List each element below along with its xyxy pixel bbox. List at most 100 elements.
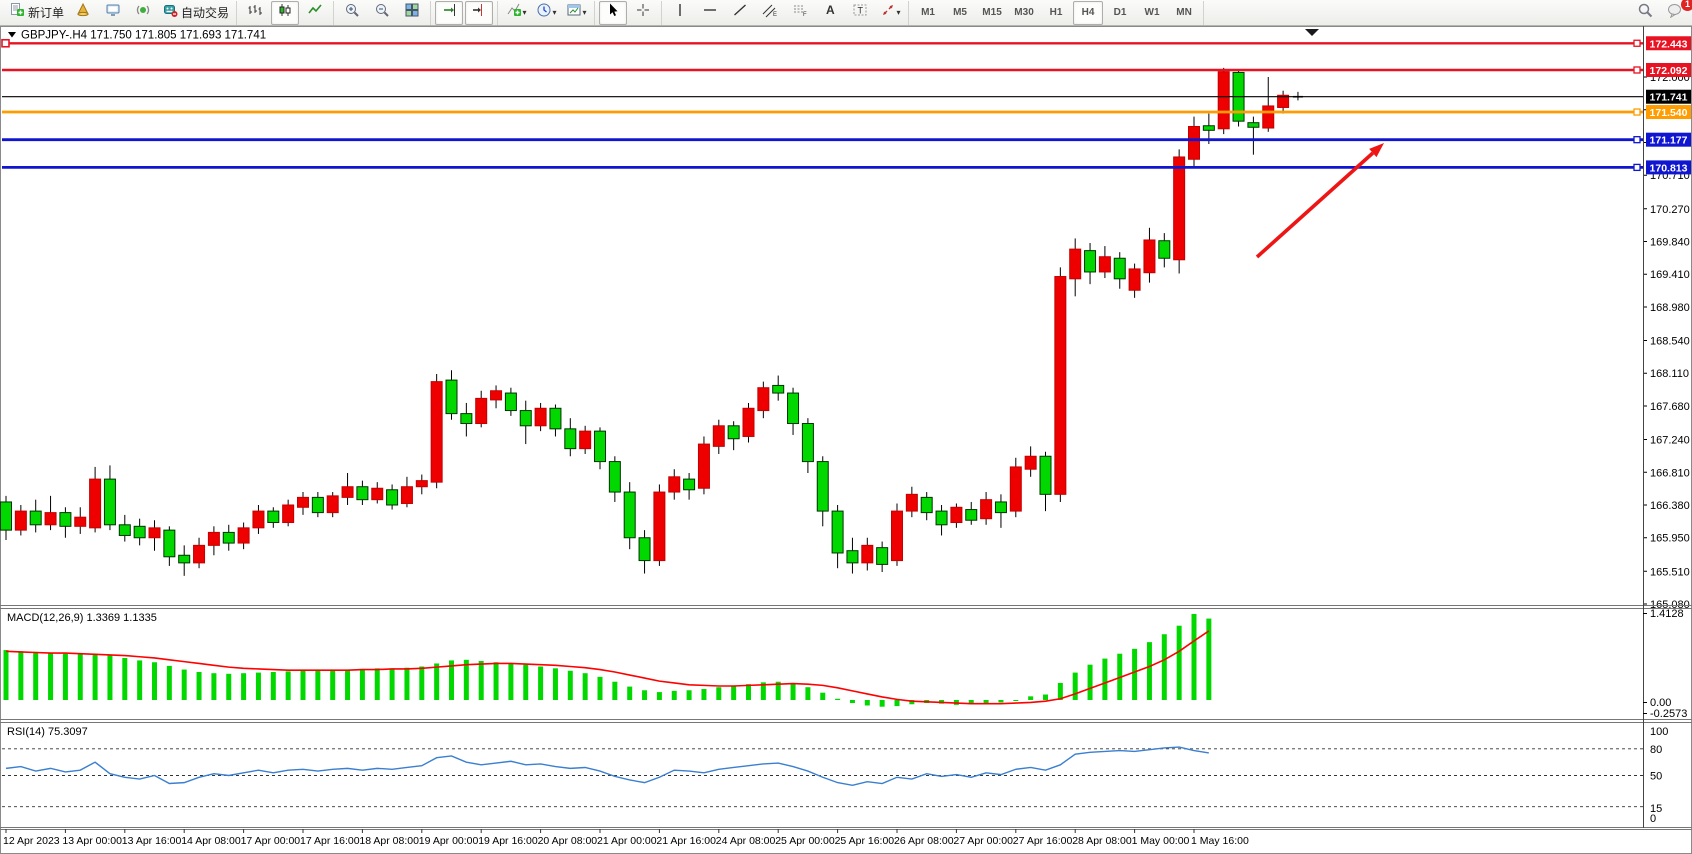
rsi-label: RSI(14) 75.3097 [7,726,88,738]
macd-histogram-bar [463,659,469,700]
monitor-icon [105,2,121,23]
symbol-dropdown-icon[interactable] [8,32,16,38]
line-handle[interactable] [1633,108,1641,116]
candle-body [133,525,146,539]
macd-histogram-bar [493,662,499,700]
tf-m1-button[interactable]: M1 [921,7,935,18]
candle-body [608,461,621,493]
crosshair-button[interactable] [629,1,657,25]
line-chart-button[interactable] [301,1,329,25]
indicators-icon [506,2,522,23]
price-tick-label: 168.980 [1650,302,1690,314]
time-tick-label: 25 Apr 16:00 [835,835,895,847]
notifications-button[interactable]: 1 [1661,0,1692,25]
zoom-in-button[interactable] [338,1,366,25]
price-flag-label: 172.092 [1650,65,1688,77]
tf-m30-button[interactable]: M30 [1014,7,1034,18]
tile-windows-button[interactable] [398,1,426,25]
zoom-out-button[interactable] [368,1,396,25]
price-flag-label: 171.540 [1650,107,1688,119]
price-flag [1646,132,1691,147]
time-tick-label: 13 Apr 00:00 [62,835,122,847]
candle-body [311,496,324,514]
chart-shift-button[interactable] [465,0,494,25]
tf-mn-button[interactable]: MN [1176,7,1192,18]
signals-button[interactable] [129,1,157,25]
trendline-icon [732,2,748,23]
candle-body [623,491,636,539]
macd-histogram-bar [166,665,172,700]
macd-histogram-bar [345,669,351,700]
tf-w1-button[interactable]: W1 [1144,7,1160,18]
macd-histogram-bar [48,653,54,700]
candle-body [222,531,235,544]
profiles-button[interactable] [99,1,127,25]
price-flag-label: 171.741 [1650,92,1688,104]
trendline-button[interactable] [726,1,754,25]
fibonacci-button[interactable]: F [786,1,814,25]
trend-arrow[interactable] [1255,151,1375,259]
price-tick-label: 166.810 [1650,467,1690,479]
rsi-axis-label: 15 [1650,803,1662,815]
line-handle[interactable] [1633,66,1641,74]
text-label-button[interactable]: T [846,1,874,25]
trend-arrow-head [1369,143,1384,158]
macd-histogram-bar [3,650,9,700]
tf-m5-button[interactable]: M5 [953,7,967,18]
tf-m15-button[interactable]: M15 [982,7,1002,18]
macd-histogram-bar [597,676,603,700]
equidistant-channel-button[interactable]: E [756,1,784,25]
candle-body [207,531,220,546]
macd-histogram-bar [359,668,365,700]
cursor-icon [605,2,621,23]
zoom-out-icon [374,2,390,23]
macd-histogram-bar [419,666,425,700]
candle-body [74,516,87,527]
candle-body [445,379,458,415]
candle-body [178,554,191,564]
macd-histogram-bar [642,690,648,700]
vertical-line-button[interactable] [666,1,694,25]
auto-scroll-button[interactable] [435,0,464,25]
time-tick-label: 12 Apr 2023 [3,835,60,847]
line-handle[interactable] [1633,136,1641,144]
bar-chart-button[interactable] [241,1,269,25]
price-flag [1646,89,1691,104]
tf-h1-button[interactable]: H1 [1049,7,1063,18]
autotrading-button[interactable]: 自动交易 [159,1,232,25]
time-tick-label: 27 Apr 16:00 [1013,835,1073,847]
macd-label: MACD(12,26,9) 1.3369 1.1335 [7,612,157,624]
candle-body [356,486,369,501]
tf-d1-button[interactable]: D1 [1113,7,1127,18]
layouts-button[interactable] [69,1,97,25]
horizontal-line-button[interactable] [696,1,724,25]
candle-body [1202,125,1215,131]
candlestick-chart-button[interactable] [271,0,300,25]
svg-text:F: F [803,12,807,18]
line-handle[interactable] [1633,163,1641,172]
candle-body [638,537,651,562]
periods-button[interactable]: ▾ [532,1,560,25]
line-handle[interactable] [1633,39,1641,47]
candle-body [801,423,814,463]
candle-body [103,478,116,526]
macd-histogram-bar [181,669,187,700]
candle-body [89,478,102,529]
macd-histogram-bar [18,651,24,700]
arrows-button[interactable]: ▾ [876,1,904,25]
line-handle[interactable] [1,38,10,48]
candle-body [683,478,696,491]
indicators-button[interactable]: ▾ [502,1,530,25]
chart-shift-marker[interactable] [1305,29,1319,36]
text-button[interactable]: A [816,1,844,25]
new-order-button[interactable]: 新订单 [6,1,67,25]
candle-body [876,547,889,565]
candlestick-icon [277,2,293,23]
templates-button[interactable]: ▾ [562,1,590,25]
cursor-button[interactable] [599,0,628,25]
search-button[interactable] [1631,1,1659,25]
candle-body [14,510,27,531]
tf-h4-button[interactable]: H4 [1073,0,1104,25]
macd-histogram-bar [270,671,276,700]
